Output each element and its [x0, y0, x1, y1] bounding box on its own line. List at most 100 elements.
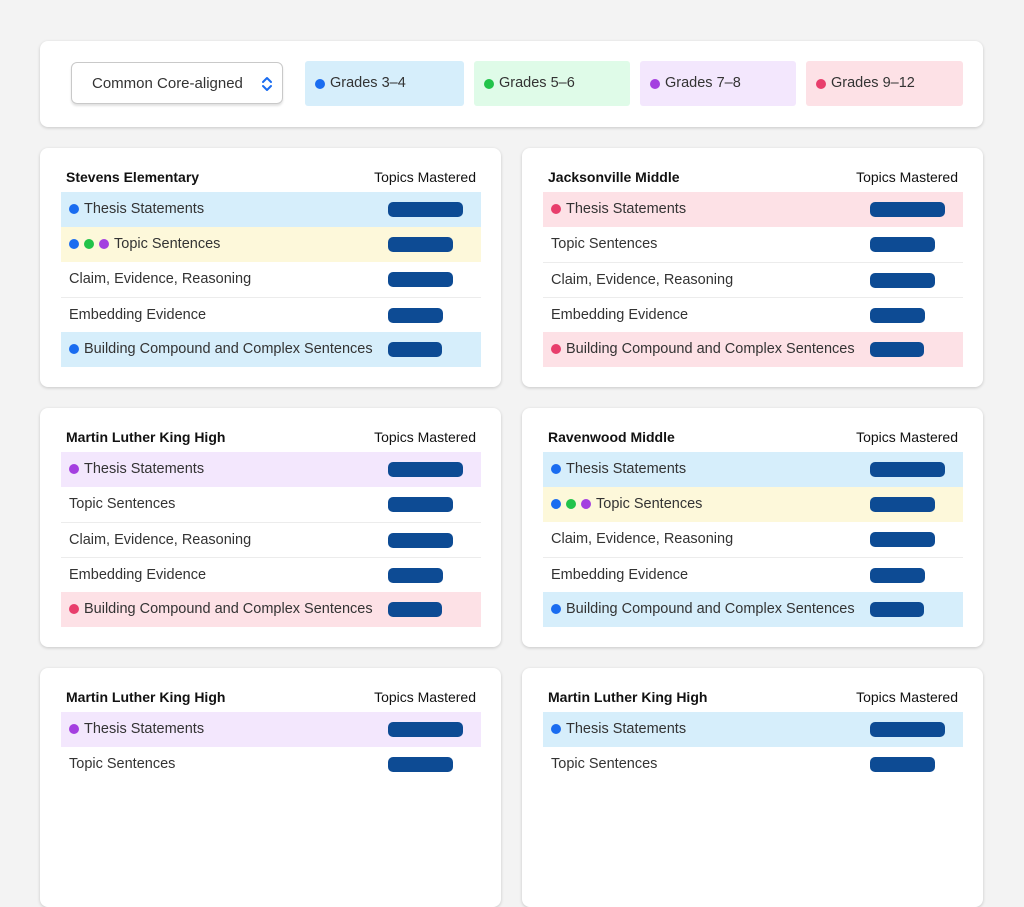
grade-label: Grades 5–6	[499, 75, 575, 91]
standard-dropdown[interactable]: Common Core-aligned	[71, 62, 283, 104]
grade-chip[interactable]: Grades 5–6	[474, 61, 630, 106]
mastery-bar	[870, 273, 935, 288]
topic-row: Embedding Evidence	[61, 297, 481, 332]
grade-dot	[581, 499, 591, 509]
topic-name: Topic Sentences	[69, 756, 176, 772]
topic-row: Claim, Evidence, Reasoning	[543, 262, 963, 297]
dropdown-label: Common Core-aligned	[92, 75, 243, 92]
school-name: Stevens Elementary	[66, 169, 200, 185]
mastery-bar	[388, 568, 443, 583]
mastery-bar	[870, 602, 924, 617]
topic-name: Embedding Evidence	[551, 567, 689, 583]
topic-name: Thesis Statements	[566, 201, 687, 217]
grade-label: Grades 7–8	[665, 75, 741, 91]
grade-dot	[484, 79, 494, 89]
grade-chip[interactable]: Grades 7–8	[640, 61, 796, 106]
grade-dots	[551, 604, 566, 622]
mastery-bar	[388, 722, 463, 737]
mastery-bar	[388, 757, 453, 772]
topic-row: Topic Sentences	[543, 227, 963, 262]
filter-bar: Common Core-aligned Grades 3–4 Grades 5–6…	[40, 41, 983, 127]
school-card: Stevens Elementary Topics Mastered Thesis …	[40, 148, 501, 387]
grade-dots	[69, 464, 84, 482]
topic-row: Thesis Statements	[61, 712, 481, 747]
grade-dots	[551, 464, 566, 482]
mastery-bar	[870, 237, 935, 252]
column-header: Topics Mastered	[374, 169, 476, 185]
grade-label: Grades 9–12	[831, 75, 915, 91]
school-name: Jacksonville Middle	[548, 169, 680, 185]
grade-dot	[650, 79, 660, 89]
topic-name: Topic Sentences	[551, 236, 658, 252]
mastery-bar	[388, 308, 443, 323]
topic-name: Thesis Statements	[84, 201, 205, 217]
school-card: Martin Luther King High Topics Mastered Th…	[40, 668, 501, 907]
page: Common Core-aligned Grades 3–4 Grades 5–6…	[40, 41, 983, 907]
grade-chip[interactable]: Grades 3–4	[305, 61, 464, 106]
dropdown-chevron	[262, 77, 272, 91]
school-card: Martin Luther King High Topics Mastered Th…	[522, 668, 983, 907]
topic-row: Embedding Evidence	[543, 297, 963, 332]
mastery-bar	[870, 202, 945, 217]
grade-dot	[84, 239, 94, 249]
topic-name: Embedding Evidence	[551, 307, 689, 323]
topic-name: Thesis Statements	[566, 721, 687, 737]
grade-dot	[69, 464, 79, 474]
mastery-bar	[388, 237, 453, 252]
topic-name: Thesis Statements	[84, 721, 205, 737]
topic-name: Building Compound and Complex Sentences	[84, 601, 373, 617]
school-card: Ravenwood Middle Topics Mastered Thesis St…	[522, 408, 983, 647]
topic-name: Topic Sentences	[596, 496, 703, 512]
grade-dots	[551, 724, 566, 742]
mastery-bar	[870, 497, 935, 512]
grade-dot	[551, 499, 561, 509]
grade-chip[interactable]: Grades 9–12	[806, 61, 963, 106]
column-header: Topics Mastered	[856, 169, 958, 185]
mastery-bar	[388, 272, 453, 287]
column-header: Topics Mastered	[374, 429, 476, 445]
grade-dots	[69, 204, 84, 222]
grade-dots	[69, 239, 114, 257]
school-card: Martin Luther King High Topics Mastered Th…	[40, 408, 501, 647]
topic-name: Thesis Statements	[84, 461, 205, 477]
topic-name: Topic Sentences	[114, 236, 221, 252]
topic-row: Building Compound and Complex Sentences	[543, 592, 963, 627]
topic-row: Thesis Statements	[543, 452, 963, 487]
school-name: Ravenwood Middle	[548, 429, 675, 445]
grade-dots	[69, 724, 84, 742]
grade-dot	[99, 239, 109, 249]
school-card: Jacksonville Middle Topics Mastered Thesis…	[522, 148, 983, 387]
mastery-bar	[870, 757, 935, 772]
topic-row: Topic Sentences	[61, 747, 481, 782]
topic-row: Claim, Evidence, Reasoning	[61, 522, 481, 557]
topic-name: Claim, Evidence, Reasoning	[69, 271, 252, 287]
topic-row: Topic Sentences	[543, 487, 963, 522]
topic-name: Building Compound and Complex Sentences	[566, 341, 855, 357]
topic-row: Building Compound and Complex Sentences	[61, 332, 481, 367]
topic-row: Thesis Statements	[543, 192, 963, 227]
topic-row: Claim, Evidence, Reasoning	[543, 522, 963, 557]
topic-name: Claim, Evidence, Reasoning	[551, 272, 734, 288]
grade-dot	[551, 344, 561, 354]
grade-dot	[69, 724, 79, 734]
grade-dots	[69, 344, 84, 362]
mastery-bar	[870, 342, 924, 357]
topic-name: Claim, Evidence, Reasoning	[551, 531, 734, 547]
topic-name: Building Compound and Complex Sentences	[84, 341, 373, 357]
mastery-bar	[388, 342, 442, 357]
column-header: Topics Mastered	[856, 429, 958, 445]
topic-name: Topic Sentences	[69, 496, 176, 512]
school-name: Martin Luther King High	[66, 689, 226, 705]
school-name: Martin Luther King High	[548, 689, 708, 705]
topic-row: Thesis Statements	[543, 712, 963, 747]
topic-name: Topic Sentences	[551, 756, 658, 772]
mastery-bar	[870, 568, 925, 583]
topic-row: Embedding Evidence	[61, 557, 481, 592]
topic-row: Building Compound and Complex Sentences	[543, 332, 963, 367]
mastery-bar	[870, 532, 935, 547]
column-header: Topics Mastered	[856, 689, 958, 705]
grade-dot	[69, 204, 79, 214]
topic-row: Topic Sentences	[543, 747, 963, 782]
grade-dots	[551, 204, 566, 222]
topic-row: Topic Sentences	[61, 487, 481, 522]
